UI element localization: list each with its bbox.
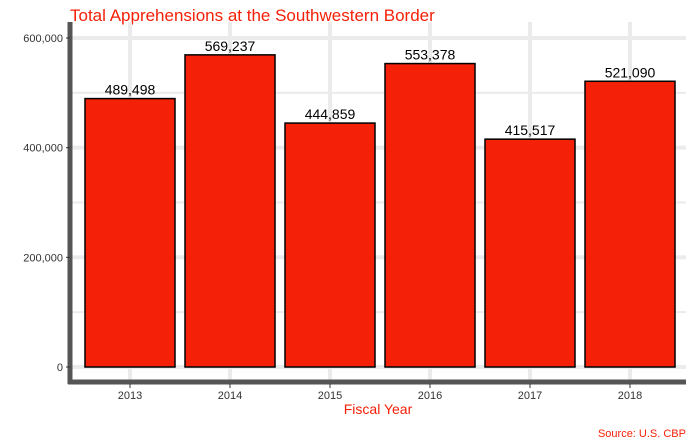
x-tick-label: 2017 — [518, 390, 542, 402]
data-label-2018: 521,090 — [605, 64, 656, 80]
x-tick-label: 2014 — [218, 390, 242, 402]
x-tick-label: 2016 — [418, 390, 442, 402]
data-label-2014: 569,237 — [205, 38, 256, 54]
bar-2013 — [84, 97, 176, 368]
x-tick-label: 2018 — [618, 390, 642, 402]
y-tick-label: 400,000 — [23, 143, 63, 155]
bar-2017 — [484, 138, 576, 368]
data-label-2016: 553,378 — [405, 47, 456, 63]
data-label-2015: 444,859 — [305, 106, 356, 122]
bars — [84, 54, 676, 368]
y-tick-label: 200,000 — [23, 252, 63, 264]
data-label-2013: 489,498 — [105, 82, 156, 98]
bar-2014 — [184, 54, 276, 368]
bar-2015 — [284, 122, 376, 368]
chart-title: Total Apprehensions at the Southwestern … — [70, 6, 435, 25]
bar-2016 — [384, 62, 476, 368]
data-label-2017: 415,517 — [505, 122, 556, 138]
y-tick-label: 600,000 — [23, 33, 63, 45]
x-axis-title: Fiscal Year — [344, 401, 413, 417]
bar-2018 — [584, 80, 676, 368]
data-labels: 489,498 569,237 444,859 553,378 415,517 521,0… — [105, 38, 656, 138]
x-tick-label: 2013 — [118, 390, 142, 402]
x-axis-ticks: 2013 2014 2015 2016 2017 2018 — [118, 384, 642, 402]
y-tick-label: 0 — [57, 362, 63, 374]
source-note: Source: U.S. CBP — [598, 428, 686, 440]
y-axis-ticks: 0 200,000 400,000 600,000 — [23, 33, 70, 374]
x-tick-label: 2015 — [318, 390, 342, 402]
